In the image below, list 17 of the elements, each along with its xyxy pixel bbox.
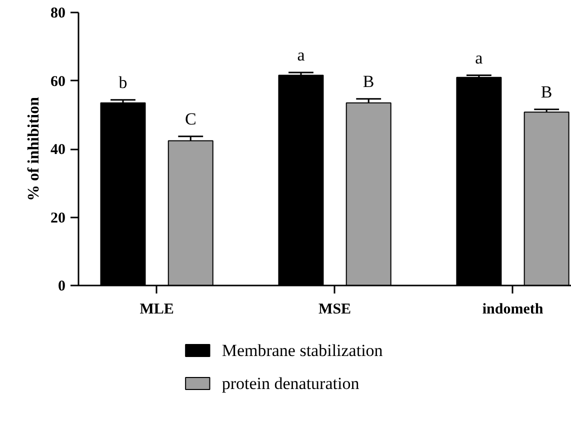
- y-tick-label: 80: [50, 6, 66, 22]
- annotation: a: [297, 46, 306, 65]
- y-tick-label: 60: [50, 74, 66, 90]
- x-tick-label: MLE: [140, 302, 174, 318]
- legend-label: Membrane stabilization: [222, 341, 384, 360]
- y-tick-label: 40: [50, 142, 66, 158]
- annotation: B: [540, 82, 552, 102]
- y-axis-title: % of inhibition: [26, 96, 42, 202]
- annotation: B: [362, 72, 374, 91]
- y-tick-label: 0: [58, 278, 66, 294]
- legend-label: protein denaturation: [222, 374, 360, 393]
- x-tick-label: MSE: [318, 302, 352, 318]
- y-tick-label: 20: [50, 210, 66, 226]
- annotation: C: [184, 109, 196, 128]
- x-tick-label: indometh: [482, 302, 544, 318]
- annotation: b: [118, 72, 128, 92]
- annotation: a: [475, 48, 484, 68]
